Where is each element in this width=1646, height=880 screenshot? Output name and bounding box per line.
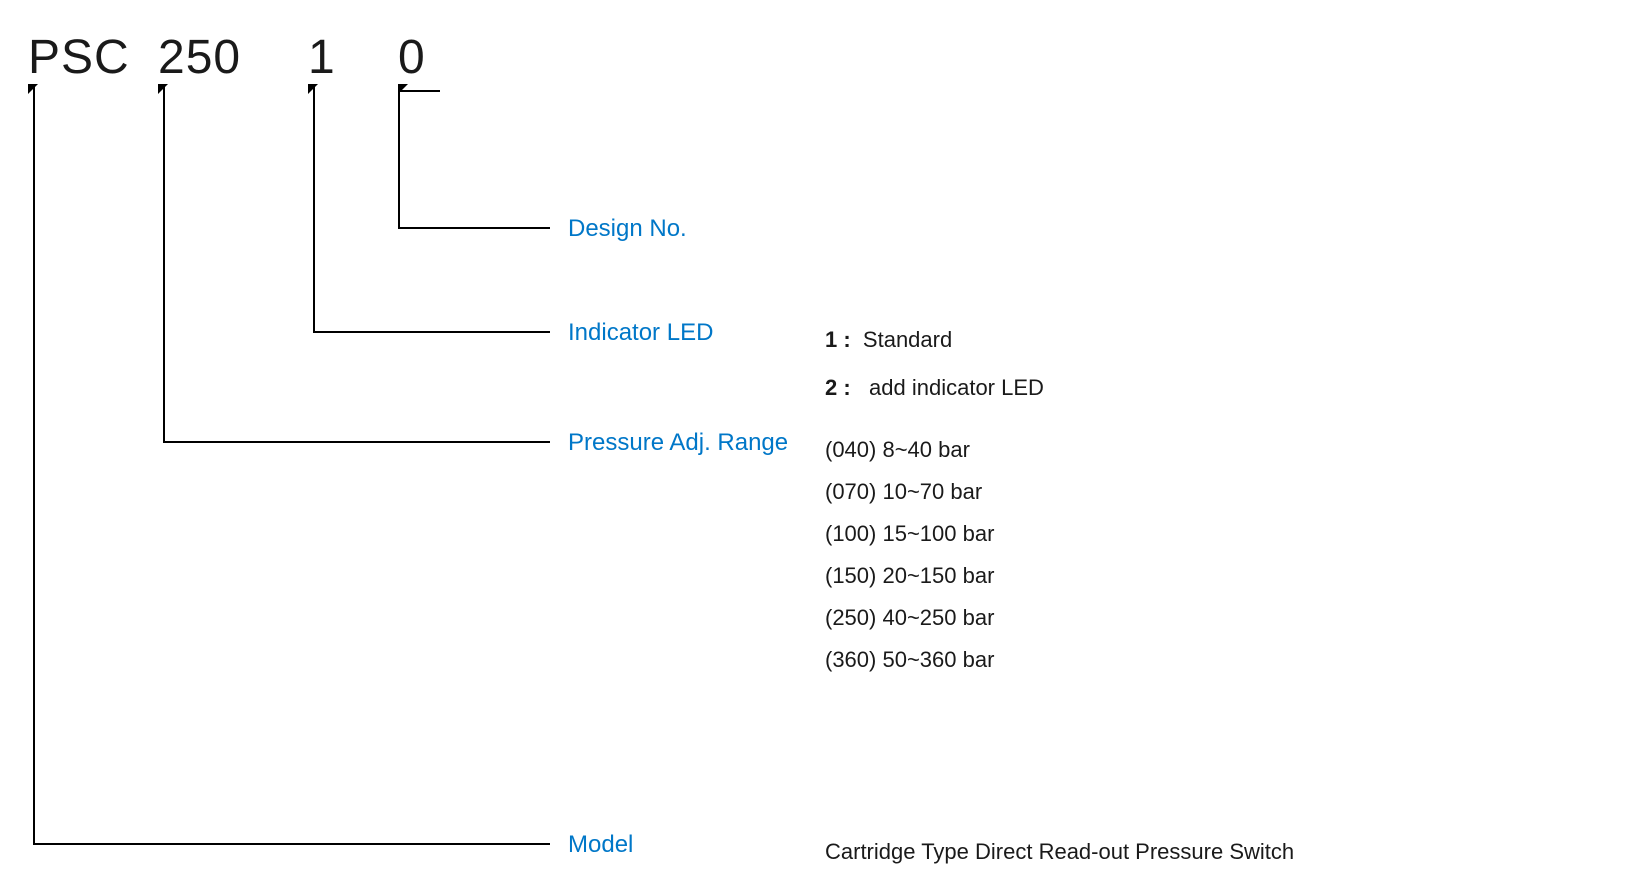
- tick-mark-3: [398, 84, 408, 94]
- bracket-segment: [33, 843, 550, 845]
- bracket-segment: [33, 84, 35, 844]
- category-label-indicator-led: Indicator LED: [568, 319, 713, 347]
- detail-pressure-360: (360) 50~360 bar: [825, 639, 994, 681]
- detail-pressure-250: (250) 40~250 bar: [825, 597, 994, 639]
- bracket-segment: [163, 441, 550, 443]
- category-label-design-no: Design No.: [568, 215, 687, 243]
- detail-code: (360): [825, 647, 876, 672]
- detail-value: 50~360 bar: [876, 647, 994, 672]
- detail-value: add indicator LED: [863, 375, 1044, 400]
- detail-pressure-040: (040) 8~40 bar: [825, 429, 970, 471]
- category-label-pressure-range: Pressure Adj. Range: [568, 429, 788, 457]
- detail-value: 15~100 bar: [876, 521, 994, 546]
- detail-value: 8~40 bar: [876, 437, 970, 462]
- code-part-1: 250: [158, 30, 241, 85]
- detail-pressure-070: (070) 10~70 bar: [825, 471, 982, 513]
- detail-model: Cartridge Type Direct Read-out Pressure …: [825, 831, 1294, 873]
- code-part-2: 1: [308, 30, 336, 85]
- detail-indicator-1: 1 : Standard: [825, 319, 952, 361]
- detail-value: 10~70 bar: [876, 479, 982, 504]
- bracket-segment: [398, 227, 550, 229]
- detail-value: 40~250 bar: [876, 605, 994, 630]
- bracket-segment: [398, 90, 400, 228]
- detail-value: Cartridge Type Direct Read-out Pressure …: [825, 839, 1294, 864]
- detail-value: Standard: [863, 327, 952, 352]
- bracket-segment: [398, 90, 440, 92]
- detail-value: 20~150 bar: [876, 563, 994, 588]
- detail-code: 2 :: [825, 375, 851, 400]
- detail-code: 1 :: [825, 327, 851, 352]
- bracket-segment: [313, 84, 315, 332]
- detail-indicator-2: 2 : add indicator LED: [825, 367, 1044, 409]
- code-part-3: 0: [398, 30, 426, 85]
- detail-code: (250): [825, 605, 876, 630]
- detail-pressure-100: (100) 15~100 bar: [825, 513, 994, 555]
- code-part-0: PSC: [28, 30, 130, 85]
- detail-pressure-150: (150) 20~150 bar: [825, 555, 994, 597]
- bracket-segment: [163, 84, 165, 442]
- bracket-segment: [313, 331, 550, 333]
- detail-code: (040): [825, 437, 876, 462]
- detail-code: (150): [825, 563, 876, 588]
- detail-code: (070): [825, 479, 876, 504]
- category-label-model: Model: [568, 831, 633, 859]
- detail-code: (100): [825, 521, 876, 546]
